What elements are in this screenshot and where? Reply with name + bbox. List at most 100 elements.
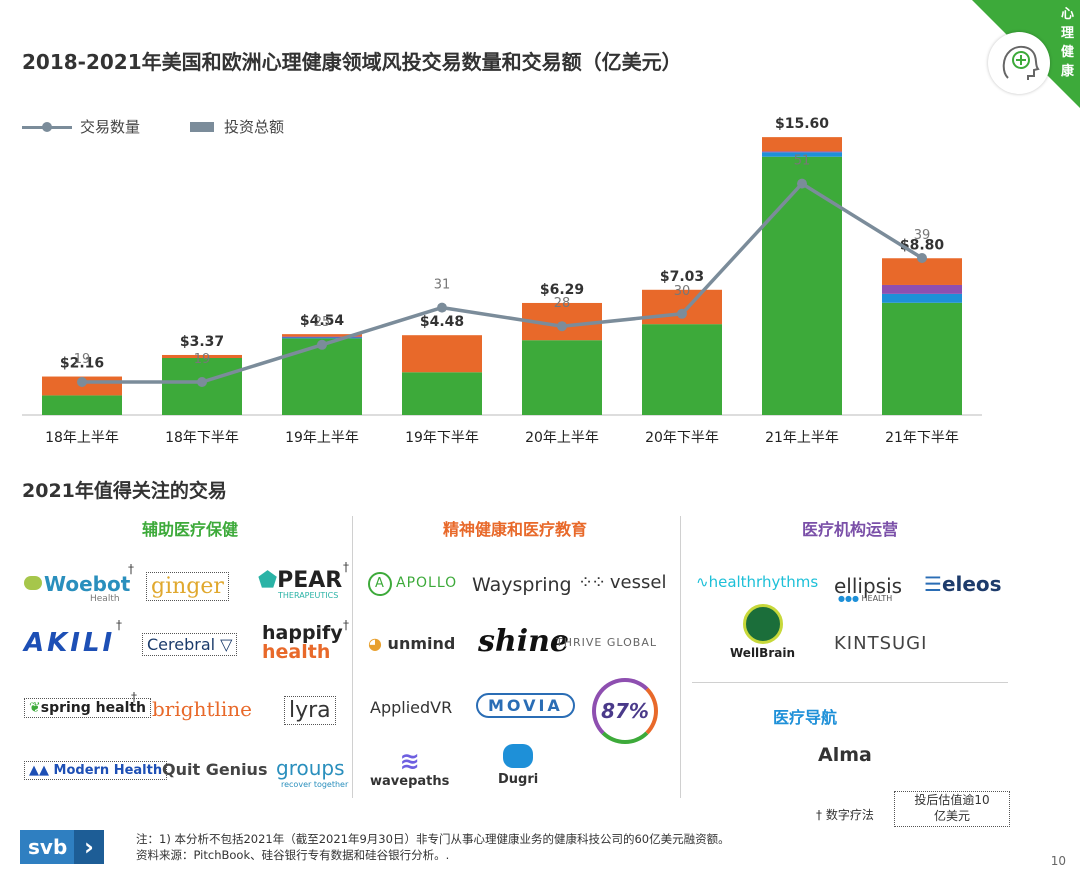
divider-1 [352,516,353,798]
divider-2 [680,516,681,798]
brain-plus-icon [988,32,1050,94]
dagger-happify: † [343,618,349,632]
bar-segment-2-0 [282,338,362,415]
logo-healthrhythms: ∿healthrhythms [696,573,819,591]
footnote-2: 资料来源：PitchBook、硅谷银行专有数据和硅谷银行分析。. [136,848,450,862]
bar-segment-6-2 [762,151,842,153]
dagger-pear: † [343,560,349,574]
bar-label-4: $6.29 [540,282,584,298]
logo-appliedvr: AppliedVR [370,698,453,717]
logo-kintsugi: KINTSUGI [834,633,928,654]
bar-segment-1-3 [162,354,242,358]
deal-count-point-0 [77,377,87,387]
bar-label-1: $3.37 [180,334,224,350]
dagger-legend: † 数字疗法 [816,808,874,822]
dagger-akili: † [116,618,122,632]
logo-pear: ⬟PEAR [258,568,343,593]
legend-bar-label: 投资总额 [224,118,285,136]
bar-segment-7-2 [882,284,962,294]
x-tick-label-7: 21年下半年 [885,430,959,446]
deal-count-label-3: 31 [434,278,451,293]
logo-movia: MOVIA [476,693,575,718]
dagger-woebot: † [128,562,134,576]
corner-label: 心理健康 [1060,7,1074,79]
x-tick-label-3: 19年下半年 [405,430,479,446]
logo-cerebral: Cerebral ▽ [142,633,238,656]
deal-count-label-6: 51 [794,154,811,169]
logo-ellipsis-sub: ●●● HEALTH [838,594,893,603]
logo-happify: happify health [262,622,343,663]
legend-line-swatch [22,120,72,134]
x-tick-label-0: 18年上半年 [45,430,119,446]
bar-segment-3-0 [402,372,482,415]
category-title-mental-education: 精神健康和医疗教育 [442,520,587,539]
bar-segment-0-0 [42,395,122,415]
bar-line-chart: $2.16 18年上半年 $3.37 18年下半年 $4.54 19年上半年 $4.48 19… [22,116,982,446]
dagger-spring: † [131,690,137,704]
logo-akili: AKILI [24,628,116,658]
logo-pear-sub: THERAPEUTICS [278,591,339,600]
deal-count-label-5: 30 [674,284,691,299]
logo-wayspring: Wayspring [472,574,572,596]
divider-3 [692,682,1008,683]
x-tick-label-4: 20年上半年 [525,430,599,446]
deal-count-point-4 [557,321,567,332]
bar-segment-2-1 [282,337,362,339]
logo-wellbrain: WellBrain [730,604,795,660]
deal-count-point-2 [317,339,327,350]
logo-wavepaths: ≋ wavepaths [370,747,450,789]
legend-line-label: 交易数量 [80,118,141,136]
legend-bar-swatch [190,121,215,132]
category-title-provider-operations: 医疗机构运营 [801,520,898,539]
logo-shine: shine [478,624,569,659]
chart-legend: 交易数量 投资总额 [22,116,284,137]
chart-title: 2018-2021年美国和欧洲心理健康领域风投交易数量和交易额（亿美元） [22,50,682,74]
x-tick-label-2: 19年上半年 [285,430,359,446]
logo-woebot-sub: Health [90,594,120,604]
bar-segment-6-0 [762,156,842,415]
deal-count-point-6 [797,178,807,189]
bar-segment-7-1 [882,293,962,303]
x-tick-label-1: 18年下半年 [165,430,239,446]
logo-lyra: lyra [284,696,336,725]
bar-label-5: $7.03 [660,269,704,285]
logo-spring-health: ❦spring health [24,698,152,718]
chevron-right-icon: › [74,830,104,864]
deal-count-point-5 [677,308,687,319]
deal-count-point-3 [437,302,447,313]
deal-count-label-4: 28 [554,296,571,311]
bar-segment-7-0 [882,302,962,415]
logo-vessel: ⁘⁘ vessel [578,572,667,593]
page-number: 10 [1050,854,1066,868]
logo-87-percent: 87% [592,678,658,744]
x-tick-label-5: 20年下半年 [645,430,719,446]
category-title-assisted-care: 辅助医疗保健 [141,520,238,539]
bar-segment-2-3 [282,334,362,337]
deal-count-line [82,181,923,384]
bar-segment-5-0 [642,324,722,415]
bar-segment-2-2 [282,336,362,338]
bar-label-0: $2.16 [60,356,104,372]
category-title-care-navigation: 医疗导航 [772,708,837,727]
logo-alma: Alma [818,744,872,766]
section-title: 2021年值得关注的交易 [22,480,227,502]
logo-dugri: Dugri [498,744,538,787]
bar-segment-3-3 [402,335,482,373]
bar-label-6: $15.60 [775,116,829,132]
logo-thrive-global: THRIVE GLOBAL [556,636,657,649]
deal-count-label-1: 19 [194,352,211,367]
logo-brightline: brightline [152,697,252,721]
x-tick-label-6: 21年上半年 [765,430,839,446]
deal-count-label-7: 39 [914,228,931,243]
logo-groups-sub: recover together [281,780,349,789]
logo-apollo: A APOLLO [368,572,457,596]
logo-eleos: ☰eleos [924,572,1002,596]
bar-segment-6-1 [762,152,842,157]
deal-count-label-2: 25 [314,315,331,330]
logo-quit-genius: Quit Genius [162,760,268,779]
deal-count-point-1 [197,377,207,387]
valuation-legend-box: 投后估值逾10 亿美元 [894,791,1010,827]
bar-label-2: $4.54 [300,313,345,329]
svb-logo: svb › [20,830,104,864]
logo-groups: groups [276,756,345,780]
